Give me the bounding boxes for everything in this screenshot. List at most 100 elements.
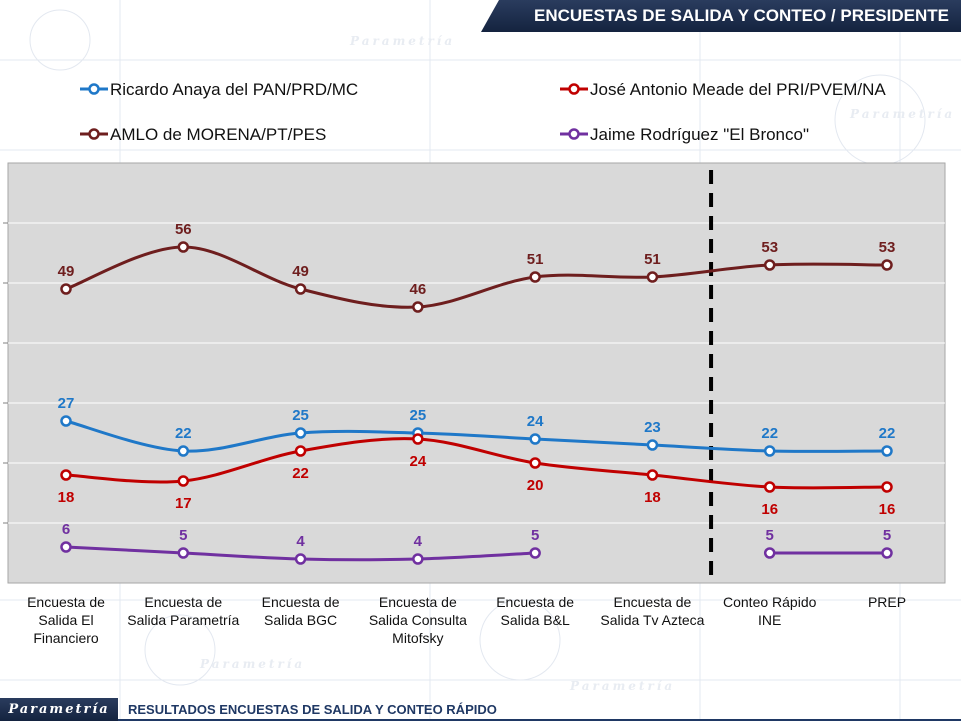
data-label-3-6: 5	[766, 527, 774, 544]
data-label-1-6: 16	[761, 501, 778, 518]
data-label-2-1: 56	[175, 221, 192, 238]
page-title: ENCUESTAS DE SALIDA Y CONTEO / PRESIDENT…	[481, 0, 961, 32]
x-tick-labels: Encuesta de Salida El Financiero Encuesta d…	[27, 594, 906, 646]
x-tick-label-0-0: Encuesta de	[27, 594, 105, 610]
legend-swatch-marker-3	[568, 128, 580, 140]
data-label-0-6: 22	[761, 425, 778, 442]
x-tick-label-7-0: PREP	[868, 594, 906, 610]
data-point-1-6	[763, 481, 776, 493]
watermark-4: Parametría	[569, 679, 675, 693]
data-point-2-2	[294, 283, 307, 295]
data-point-0-6	[763, 445, 776, 457]
series-line-2	[65, 245, 888, 309]
x-tick-label-0-1: Salida El	[38, 612, 93, 628]
data-point-3-6	[763, 547, 776, 559]
legend-swatch-marker-2	[88, 128, 100, 140]
legend-label-1: José Antonio Meade del PRI/PVEM/NA	[590, 80, 886, 99]
watermark-2: Parametría	[849, 107, 955, 121]
data-point-2-7	[881, 259, 893, 271]
data-point-2-5	[646, 271, 659, 283]
watermark-3: Parametría	[199, 657, 305, 671]
data-label-2-3: 46	[410, 281, 427, 298]
x-tick-label-3-0: Encuesta de	[379, 594, 457, 610]
plot-area	[7, 162, 946, 584]
data-label-2-5: 51	[644, 251, 661, 268]
data-label-0-0: 27	[58, 395, 75, 412]
data-point-3-7	[881, 547, 893, 559]
data-label-3-3: 4	[414, 533, 423, 550]
data-point-3-0	[60, 541, 72, 553]
legend: Ricardo Anaya del PAN/PRD/MC José Antonio…	[80, 80, 886, 144]
data-label-0-4: 24	[527, 413, 544, 430]
data-label-2-4: 51	[527, 251, 544, 268]
x-tick-label-5-1: Salida Tv Azteca	[600, 612, 704, 628]
data-point-1-4	[529, 457, 541, 469]
gridlines	[3, 222, 945, 524]
data-point-0-2	[294, 427, 307, 439]
data-label-0-5: 23	[644, 419, 661, 436]
data-point-3-1	[177, 547, 190, 559]
x-tick-label-2-1: Salida BGC	[264, 612, 337, 628]
x-tick-label-2-0: Encuesta de	[262, 594, 340, 610]
data-label-1-1: 17	[175, 495, 192, 512]
data-point-0-5	[646, 439, 659, 451]
data-label-3-1: 5	[179, 527, 187, 544]
footer-text: RESULTADOS ENCUESTAS DE SALIDA Y CONTEO …	[128, 702, 497, 717]
x-tick-label-0-2: Financiero	[33, 630, 99, 646]
footer-logo: Parametría	[0, 698, 118, 721]
watermark-1: Parametría	[349, 34, 455, 48]
x-tick-label-4-0: Encuesta de	[496, 594, 574, 610]
data-label-1-2: 22	[292, 465, 309, 482]
data-label-0-1: 22	[175, 425, 192, 442]
data-label-2-0: 49	[58, 263, 75, 280]
data-point-0-7	[881, 445, 893, 457]
data-label-3-2: 4	[296, 533, 305, 550]
legend-label-0: Ricardo Anaya del PAN/PRD/MC	[110, 80, 358, 99]
x-tick-label-1-1: Salida Parametría	[127, 612, 239, 628]
data-point-1-3	[412, 433, 424, 445]
data-point-3-3	[412, 553, 424, 565]
data-point-3-4	[529, 547, 541, 559]
data-label-0-2: 25	[292, 407, 309, 424]
bottom-rule	[118, 719, 961, 721]
data-point-0-4	[529, 433, 541, 445]
data-point-2-0	[60, 283, 72, 295]
data-point-2-6	[763, 259, 776, 271]
data-label-0-7: 22	[879, 425, 896, 442]
data-label-1-7: 16	[879, 501, 896, 518]
data-label-1-5: 18	[644, 489, 661, 506]
data-point-2-3	[412, 301, 424, 313]
legend-swatch-marker-1	[568, 83, 580, 95]
data-point-2-1	[177, 241, 190, 253]
legend-swatch-marker-0	[88, 83, 100, 95]
data-label-2-6: 53	[761, 239, 778, 256]
data-point-1-2	[294, 445, 307, 457]
x-tick-label-3-2: Mitofsky	[392, 630, 443, 646]
x-tick-label-6-0: Conteo Rápido	[723, 594, 817, 610]
data-point-1-0	[60, 469, 72, 481]
data-point-1-7	[881, 481, 893, 493]
data-label-3-0: 6	[62, 521, 70, 538]
data-label-1-3: 24	[410, 453, 427, 470]
x-tick-label-1-0: Encuesta de	[144, 594, 222, 610]
x-tick-label-3-1: Salida Consulta	[369, 612, 467, 628]
data-point-2-4	[529, 271, 541, 283]
data-point-3-2	[294, 553, 307, 565]
data-point-0-1	[177, 445, 190, 457]
data-label-0-3: 25	[410, 407, 427, 424]
data-label-2-7: 53	[879, 239, 896, 256]
data-point-1-1	[177, 475, 190, 487]
x-tick-label-4-1: Salida B&L	[501, 612, 570, 628]
legend-label-3: Jaime Rodríguez "El Bronco"	[590, 125, 809, 144]
series-line-1	[65, 437, 888, 490]
data-point-1-5	[646, 469, 659, 481]
data-label-1-4: 20	[527, 477, 544, 494]
series-points	[60, 241, 893, 565]
data-label-1-0: 18	[58, 489, 75, 506]
data-label-3-4: 5	[531, 527, 539, 544]
data-label-2-2: 49	[292, 263, 309, 280]
x-tick-label-5-0: Encuesta de	[614, 594, 692, 610]
legend-label-2: AMLO de MORENA/PT/PES	[110, 125, 326, 144]
